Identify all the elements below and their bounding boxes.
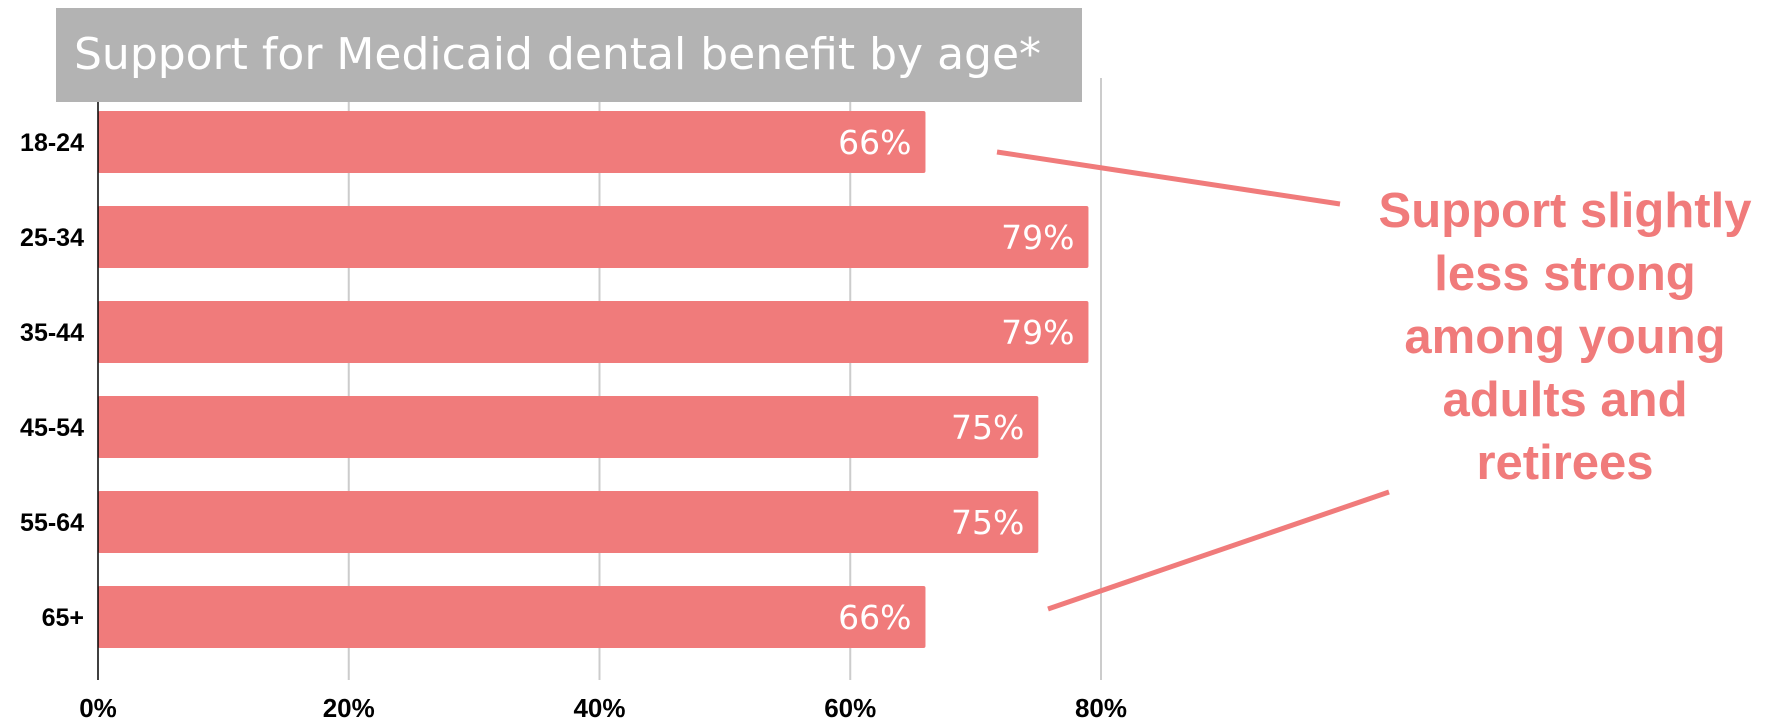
bar	[98, 491, 1039, 553]
category-label: 18-24	[20, 129, 84, 157]
callout-line-top	[996, 149, 1341, 207]
x-tick-label: 80%	[1075, 693, 1127, 720]
category-label: 55-64	[20, 509, 84, 537]
bar	[98, 586, 926, 648]
chart-title: Support for Medicaid dental benefit by a…	[74, 29, 1041, 80]
category-label: 65+	[42, 604, 84, 632]
callout-line-bottom	[1047, 489, 1390, 612]
category-label: 45-54	[20, 414, 84, 442]
bar	[98, 111, 926, 173]
x-axis-ticks: 0% 20% 40% 60% 80%	[79, 693, 1127, 720]
bar-value-label: 75%	[951, 408, 1024, 447]
bar	[98, 301, 1089, 363]
annotation-callouts	[996, 149, 1390, 612]
x-tick-label: 40%	[573, 693, 625, 720]
bar	[98, 396, 1039, 458]
bar-value-label: 75%	[951, 503, 1024, 542]
x-tick-label: 0%	[79, 693, 117, 720]
bars: 66% 18-24 79% 25-34 79% 35-44 75% 45-54 75% 55-64…	[20, 111, 1089, 648]
x-tick-label: 60%	[824, 693, 876, 720]
bar-value-label: 79%	[1001, 313, 1074, 352]
title-banner	[56, 8, 1082, 102]
bar-value-label: 79%	[1001, 218, 1074, 257]
bar-value-label: 66%	[838, 598, 911, 637]
grid-lines	[347, 78, 1102, 680]
category-label: 35-44	[20, 319, 84, 347]
bar-value-label: 66%	[838, 123, 911, 162]
annotation-text: Support slightly less strong among young…	[1378, 184, 1752, 490]
bar	[98, 206, 1089, 268]
category-label: 25-34	[20, 224, 84, 252]
x-tick-label: 20%	[323, 693, 375, 720]
